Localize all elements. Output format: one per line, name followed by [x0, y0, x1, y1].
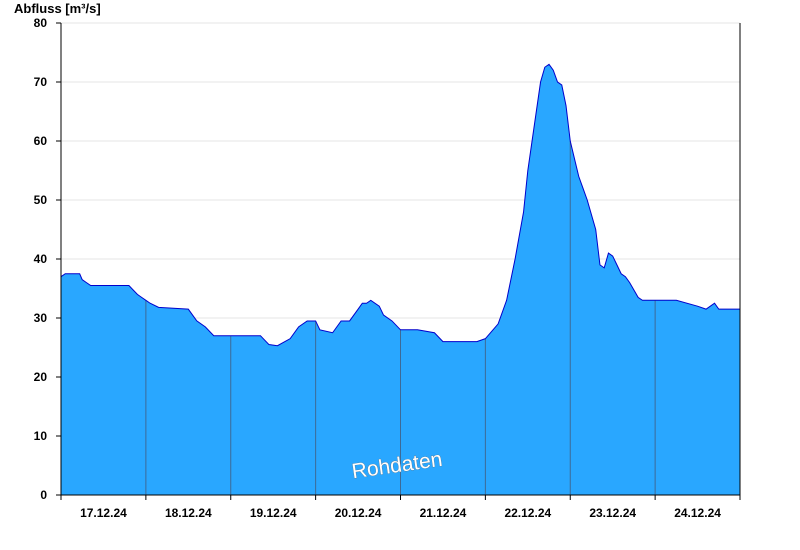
x-tick-label: 21.12.24: [420, 506, 467, 520]
x-tick-label: 17.12.24: [80, 506, 127, 520]
x-tick-label: 23.12.24: [589, 506, 636, 520]
y-tick-label: 80: [34, 16, 48, 30]
x-tick-label: 22.12.24: [504, 506, 551, 520]
y-tick-label: 50: [34, 193, 48, 207]
x-tick-label: 20.12.24: [335, 506, 382, 520]
y-axis-title: Abfluss [m³/s]: [14, 1, 101, 16]
y-tick-label: 60: [34, 134, 48, 148]
y-tick-label: 30: [34, 311, 48, 325]
discharge-line: [60, 63, 740, 347]
y-axis-ticks: 0 10 20 30 40 50 60 70 80: [34, 16, 61, 502]
y-tick-label: 40: [34, 252, 48, 266]
y-tick-label: 20: [34, 370, 48, 384]
day-separator-lines: [145, 141, 656, 495]
x-axis-ticks: 17.12.24 18.12.24 19.12.24 20.12.24 21.12.24…: [60, 495, 741, 520]
x-tick-label: 19.12.24: [250, 506, 297, 520]
y-tick-label: 70: [34, 75, 48, 89]
x-tick-label: 24.12.24: [674, 506, 721, 520]
y-tick-label: 10: [34, 429, 48, 443]
x-tick-label: 18.12.24: [165, 506, 212, 520]
y-tick-label: 0: [40, 488, 47, 502]
